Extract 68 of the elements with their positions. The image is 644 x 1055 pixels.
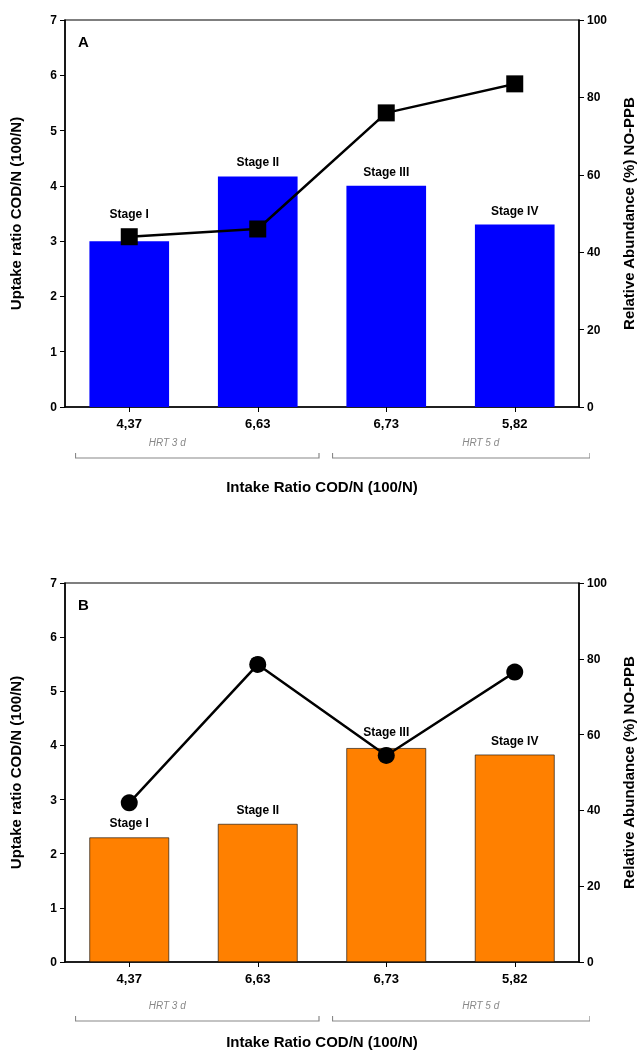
y2-tick-label: 20 — [587, 879, 601, 894]
y2-tick-label: 80 — [587, 651, 601, 666]
point — [506, 75, 524, 93]
y2-tick-label: 20 — [587, 322, 601, 337]
x-tick-label: 6,73 — [373, 416, 399, 431]
text: HRT 3 d — [148, 436, 187, 448]
y2-tick-label: 60 — [587, 167, 601, 182]
x-tick-label: 6,63 — [245, 416, 271, 431]
x-tick-label: 6,63 — [245, 971, 271, 986]
y2-tick-label: 80 — [587, 90, 601, 105]
y-tick-label: 4 — [50, 738, 58, 753]
y-tick-label: 5 — [50, 684, 58, 699]
y2-tick-label: 60 — [587, 727, 601, 742]
y-tick-label: 3 — [50, 792, 58, 807]
point — [249, 655, 267, 673]
x-tick-label: 6,73 — [373, 971, 399, 986]
y-tick-label: 3 — [50, 234, 58, 249]
x-axis-title: Intake Ratio COD/N (100/N) — [226, 478, 418, 495]
y-tick-label: 2 — [50, 846, 58, 861]
y-tick-label: 7 — [50, 576, 58, 590]
bar — [89, 241, 170, 407]
y2-tick-label: 100 — [587, 13, 608, 27]
point — [249, 220, 267, 238]
annotation: Stage IV — [491, 733, 539, 748]
y2-axis-title: Relative Abundance (%) NO-PPB — [620, 96, 637, 330]
y-tick-label: 4 — [50, 178, 58, 193]
point — [120, 228, 138, 246]
annotation: Stage II — [236, 802, 280, 817]
text: HRT 3 d — [148, 999, 187, 1011]
annotation: Stage IV — [491, 203, 539, 218]
annotation: Stage III — [363, 725, 410, 740]
annotation: Stage I — [109, 816, 149, 831]
point — [377, 104, 395, 122]
y-tick-label: 1 — [50, 344, 58, 359]
y-tick-label: 0 — [50, 400, 58, 414]
text: HRT 5 d — [462, 999, 500, 1011]
point — [506, 663, 524, 681]
annotation: Stage II — [236, 155, 280, 170]
annotation: Stage I — [109, 206, 149, 221]
y-tick-label: 2 — [50, 289, 58, 304]
y2-axis-title: Relative Abundance (%) NO-PPB — [620, 655, 637, 889]
annotation: Stage III — [363, 164, 410, 179]
x-tick-label: 5,82 — [502, 971, 528, 986]
point — [120, 794, 138, 812]
x-axis-title: Intake Ratio COD/N (100/N) — [226, 1033, 418, 1050]
y-axis-title: Uptake ratio COD/N (100/N) — [7, 116, 24, 311]
x-tick-label: 4,37 — [116, 416, 142, 431]
y2-tick-label: 0 — [587, 955, 594, 969]
y-tick-label: 1 — [50, 900, 58, 915]
bar — [474, 224, 555, 407]
y2-tick-label: 40 — [587, 803, 601, 818]
y-tick-label: 5 — [50, 123, 58, 138]
bar — [217, 176, 298, 407]
y-tick-label: 6 — [50, 630, 58, 645]
point — [377, 746, 395, 764]
y-tick-label: 7 — [50, 13, 58, 27]
bar — [346, 185, 427, 407]
y2-tick-label: 0 — [587, 400, 594, 414]
y2-tick-label: 100 — [587, 576, 608, 590]
x-tick-label: 4,37 — [116, 971, 142, 986]
y2-tick-label: 40 — [587, 245, 601, 260]
y-tick-label: 0 — [50, 955, 58, 969]
y-axis-title: Uptake ratio COD/N (100/N) — [7, 675, 24, 870]
text: B — [78, 596, 89, 613]
x-tick-label: 5,82 — [502, 416, 528, 431]
y-tick-label: 6 — [50, 68, 58, 83]
text: A — [78, 33, 89, 50]
text: HRT 5 d — [462, 436, 500, 448]
